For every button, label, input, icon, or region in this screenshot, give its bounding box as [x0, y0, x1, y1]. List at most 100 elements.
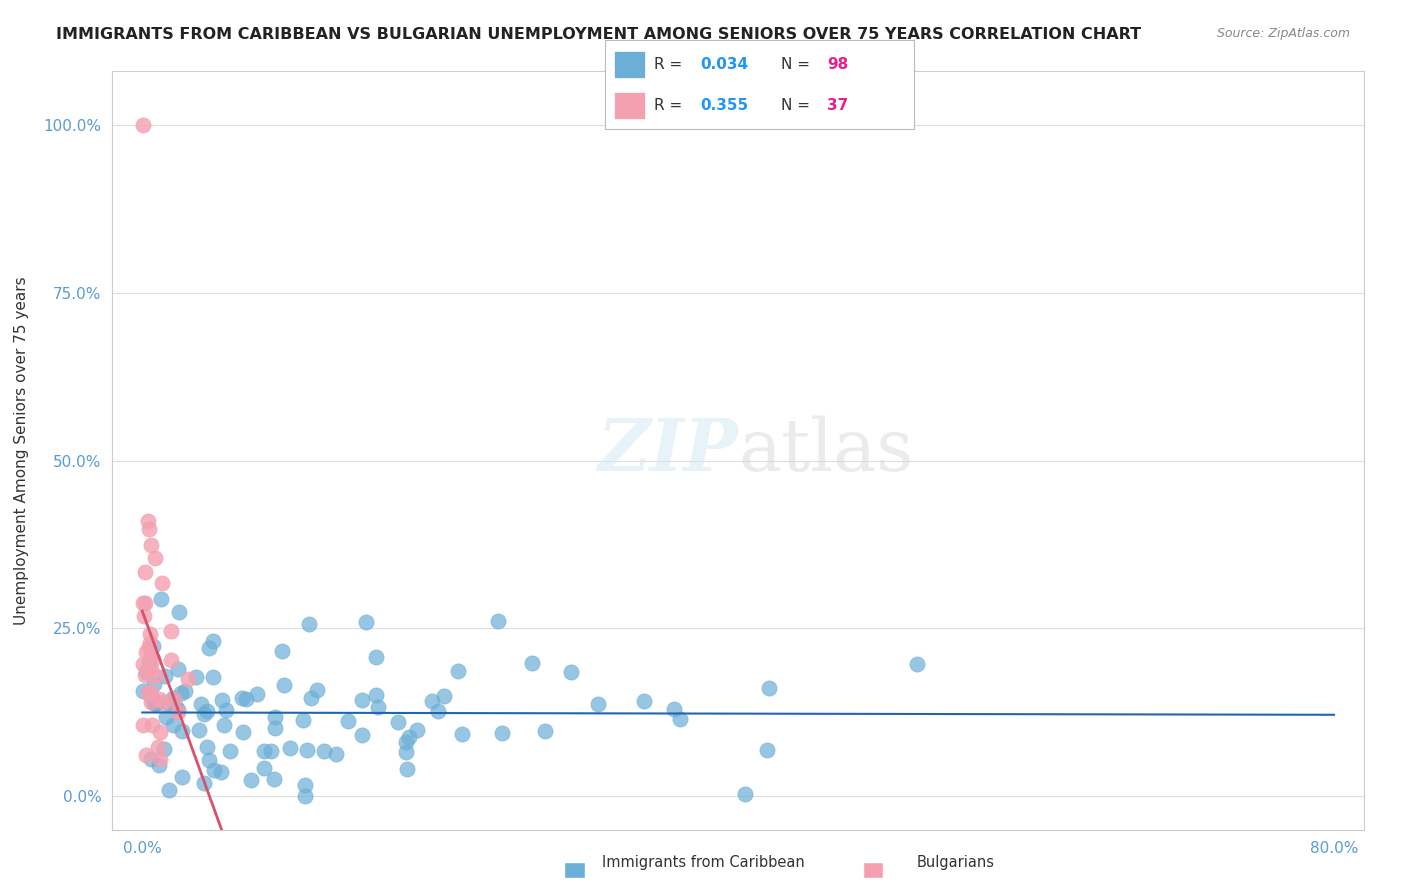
Point — [184, 670, 207, 684]
Point — [195, 740, 218, 755]
Point — [260, 744, 283, 758]
Text: Bulgarians: Bulgarians — [917, 855, 995, 870]
Point — [352, 728, 374, 742]
Point — [136, 686, 159, 700]
Point — [198, 753, 221, 767]
Point — [235, 692, 257, 706]
Point — [139, 690, 162, 704]
Point — [337, 714, 360, 728]
Text: 98: 98 — [827, 57, 849, 71]
Point — [534, 724, 557, 739]
Point — [135, 645, 157, 659]
Point — [142, 639, 165, 653]
Point — [167, 703, 190, 717]
Point — [162, 718, 184, 732]
Point — [136, 662, 159, 676]
Point — [395, 745, 418, 759]
Text: atlas: atlas — [738, 415, 914, 486]
Point — [145, 669, 167, 683]
Point — [669, 712, 692, 726]
Point — [193, 707, 215, 722]
Point — [398, 730, 420, 744]
Point — [755, 743, 778, 757]
Point — [145, 550, 167, 565]
Text: R =: R = — [654, 98, 688, 112]
Point — [263, 772, 285, 786]
Point — [271, 644, 294, 658]
Point — [134, 596, 156, 610]
Text: ZIP: ZIP — [598, 415, 738, 486]
Point — [139, 662, 162, 676]
Point — [132, 118, 155, 132]
Point — [294, 778, 316, 792]
Point — [294, 789, 316, 803]
Point — [145, 698, 167, 712]
Point — [131, 596, 153, 610]
Point — [219, 743, 242, 757]
Point — [187, 723, 209, 737]
Point — [486, 614, 509, 628]
Point — [212, 718, 235, 732]
Point — [170, 685, 193, 699]
Point — [167, 605, 190, 619]
Point — [138, 640, 160, 654]
Point — [143, 677, 166, 691]
Point — [447, 665, 470, 679]
Point — [149, 592, 172, 607]
Point — [138, 655, 160, 669]
Point — [153, 741, 176, 756]
Point — [291, 713, 314, 727]
Point — [201, 634, 224, 648]
Point — [433, 689, 456, 703]
Point — [231, 690, 253, 705]
Y-axis label: Unemployment Among Seniors over 75 years: Unemployment Among Seniors over 75 years — [14, 277, 30, 624]
Point — [160, 624, 183, 638]
Point — [354, 615, 377, 629]
Point — [662, 702, 685, 716]
FancyBboxPatch shape — [614, 92, 645, 119]
Point — [141, 695, 163, 709]
Point — [245, 687, 267, 701]
Point — [139, 751, 162, 765]
Point — [633, 694, 655, 708]
Point — [142, 652, 165, 666]
Point — [135, 747, 157, 762]
Point — [734, 787, 756, 801]
Point — [491, 726, 513, 740]
Point — [165, 699, 187, 714]
Point — [211, 693, 233, 707]
Point — [278, 741, 301, 756]
Point — [209, 764, 232, 779]
Point — [406, 723, 429, 737]
Point — [263, 709, 285, 723]
Point — [350, 692, 373, 706]
Point — [367, 699, 389, 714]
Point — [298, 616, 321, 631]
Point — [198, 641, 221, 656]
Point — [139, 685, 162, 699]
Point — [232, 725, 254, 739]
Point — [132, 684, 155, 698]
Point — [364, 649, 387, 664]
Point — [157, 696, 180, 710]
Point — [305, 682, 328, 697]
Text: 0.355: 0.355 — [700, 98, 748, 112]
Point — [139, 636, 162, 650]
Point — [167, 662, 190, 676]
Point — [215, 703, 238, 717]
Point — [149, 752, 172, 766]
Point — [160, 653, 183, 667]
Text: R =: R = — [654, 57, 688, 71]
Bar — [564, 862, 585, 878]
Point — [301, 691, 323, 706]
Point — [395, 735, 418, 749]
Point — [136, 514, 159, 528]
Point — [139, 648, 162, 662]
Point — [148, 692, 170, 706]
Point — [132, 609, 155, 624]
Point — [273, 678, 295, 692]
Point — [522, 656, 544, 670]
Point — [143, 696, 166, 710]
Point — [177, 672, 200, 686]
Point — [138, 522, 160, 536]
